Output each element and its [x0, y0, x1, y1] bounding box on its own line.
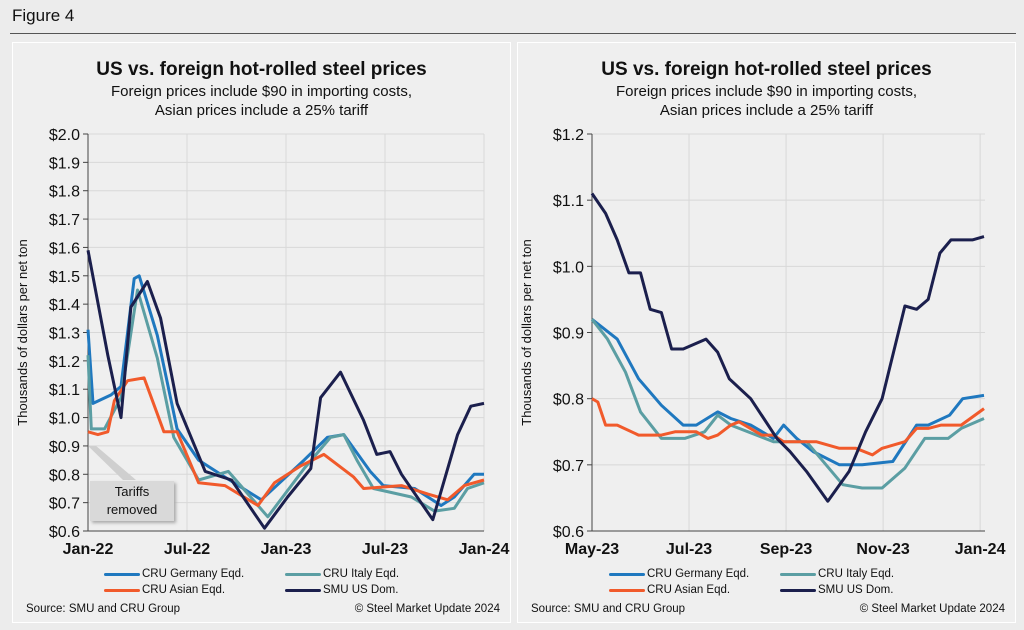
y-tick-label: $0.7 [553, 458, 584, 475]
y-tick-label: $1.5 [49, 269, 80, 286]
source-note: Source: SMU and CRU Group [26, 603, 181, 615]
legend-germany: CRU Germany Eqd. [104, 568, 244, 580]
legend-smu: SMU US Dom. [780, 584, 893, 596]
y-tick-label: $0.9 [49, 439, 80, 456]
y-tick-label: $1.7 [49, 212, 80, 229]
y-tick-label: $2.0 [49, 127, 80, 144]
y-tick-label: $0.6 [553, 524, 584, 541]
annotation-pointer [88, 445, 136, 480]
legend-swatch [104, 572, 140, 576]
x-tick-label: Jul-22 [164, 541, 210, 558]
legend-label: CRU Italy Eqd. [818, 568, 895, 580]
x-tick-label: Jan-22 [63, 541, 114, 558]
legend-asian: CRU Asian Eqd. [609, 584, 730, 596]
y-tick-label: $0.6 [49, 524, 80, 541]
chart-svg-right: $0.6 $0.7 $0.8 $0.9 $1.0 $1.1 $1.2 May-23 Jul-23… [519, 127, 1006, 558]
series-line-germany [591, 318, 985, 467]
legend-asian: CRU Asian Eqd. [104, 584, 225, 596]
chart-subtitle-1: Foreign prices include $90 in importing … [111, 83, 412, 100]
legend-label: SMU US Dom. [323, 584, 399, 596]
y-tick-label: $1.3 [49, 326, 80, 343]
series-line-smu [590, 192, 985, 503]
legend-label: CRU Italy Eqd. [323, 568, 400, 580]
y-tick-label: $1.4 [49, 297, 80, 314]
legend-swatch [104, 588, 140, 592]
y-tick-label: $1.2 [553, 127, 584, 144]
series-line-asian [87, 376, 485, 507]
legend-swatch [609, 572, 645, 576]
y-axis-label: Thousands of dollars per net ton [15, 239, 30, 425]
legend-label: SMU US Dom. [818, 584, 894, 596]
x-tick-label: May-23 [565, 541, 619, 558]
legend-smu: SMU US Dom. [285, 584, 398, 596]
x-tick-label: Jan-24 [955, 541, 1006, 558]
series-line-italy [590, 318, 985, 490]
y-tick-label: $1.6 [49, 240, 80, 257]
annotation-line-2: removed [106, 502, 158, 517]
x-tick-label: Jul-23 [362, 541, 408, 558]
y-axis-label: Thousands of dollars per net ton [519, 239, 534, 425]
legend-germany: CRU Germany Eqd. [609, 568, 749, 580]
tariffs-removed-annotation: Tariffs removed [90, 481, 174, 521]
chart-subtitle-2: Asian prices include a 25% tariff [154, 102, 369, 119]
chart-title: US vs. foreign hot-rolled steel prices [96, 59, 427, 80]
chart-panel-left: $0.6 $0.7 $0.8 $0.9 $1.0 $1.1 $1.2 $1.3 $1.4 $1.5… [12, 42, 511, 623]
copyright-note: © Steel Market Update 2024 [354, 603, 500, 615]
y-tick-label: $0.9 [553, 326, 584, 343]
annotation-line-1: Tariffs [114, 484, 150, 499]
y-tick-label: $1.9 [49, 155, 80, 172]
x-tick-label: Jul-23 [666, 541, 712, 558]
copyright-note: © Steel Market Update 2024 [859, 603, 1005, 615]
legend-italy: CRU Italy Eqd. [285, 568, 399, 580]
x-tick-label: Jan-23 [261, 541, 312, 558]
series-line-smu [86, 250, 485, 530]
x-tick-label: Sep-23 [760, 541, 813, 558]
y-tick-label: $1.0 [553, 259, 584, 276]
legend-label: CRU Germany Eqd. [647, 568, 750, 580]
x-tick-label: Nov-23 [856, 541, 909, 558]
y-tick-label: $0.7 [49, 496, 80, 513]
legend-label: CRU Germany Eqd. [142, 568, 245, 580]
y-tick-label: $1.1 [49, 382, 80, 399]
legend-label: CRU Asian Eqd. [142, 584, 226, 596]
y-tick-label: $1.0 [49, 411, 80, 428]
y-tick-label: $1.2 [49, 354, 80, 371]
legend-swatch [780, 572, 816, 576]
x-tick-label: Jan-24 [459, 541, 510, 558]
series-line-asian [591, 397, 985, 457]
y-tick-label: $0.8 [553, 392, 584, 409]
legend-label: CRU Asian Eqd. [647, 584, 731, 596]
chart-title: US vs. foreign hot-rolled steel prices [601, 59, 932, 80]
y-tick-label: $0.8 [49, 467, 80, 484]
source-note: Source: SMU and CRU Group [531, 603, 686, 615]
legend-swatch [285, 588, 321, 592]
figure-label: Figure 4 [12, 6, 75, 25]
divider [10, 33, 1016, 34]
chart-subtitle-1: Foreign prices include $90 in importing … [616, 83, 917, 100]
y-tick-label: $1.8 [49, 184, 80, 201]
chart-svg-left: $0.6 $0.7 $0.8 $0.9 $1.0 $1.1 $1.2 $1.3 $1.4 $1.5… [15, 127, 510, 558]
y-tick-label: $1.1 [553, 193, 584, 210]
chart-panel-right: $0.6 $0.7 $0.8 $0.9 $1.0 $1.1 $1.2 May-23 Jul-23… [517, 42, 1016, 623]
chart-subtitle-2: Asian prices include a 25% tariff [659, 102, 874, 119]
legend-italy: CRU Italy Eqd. [780, 568, 894, 580]
legend-swatch [285, 572, 321, 576]
legend-swatch [609, 588, 645, 592]
legend-swatch [780, 588, 816, 592]
